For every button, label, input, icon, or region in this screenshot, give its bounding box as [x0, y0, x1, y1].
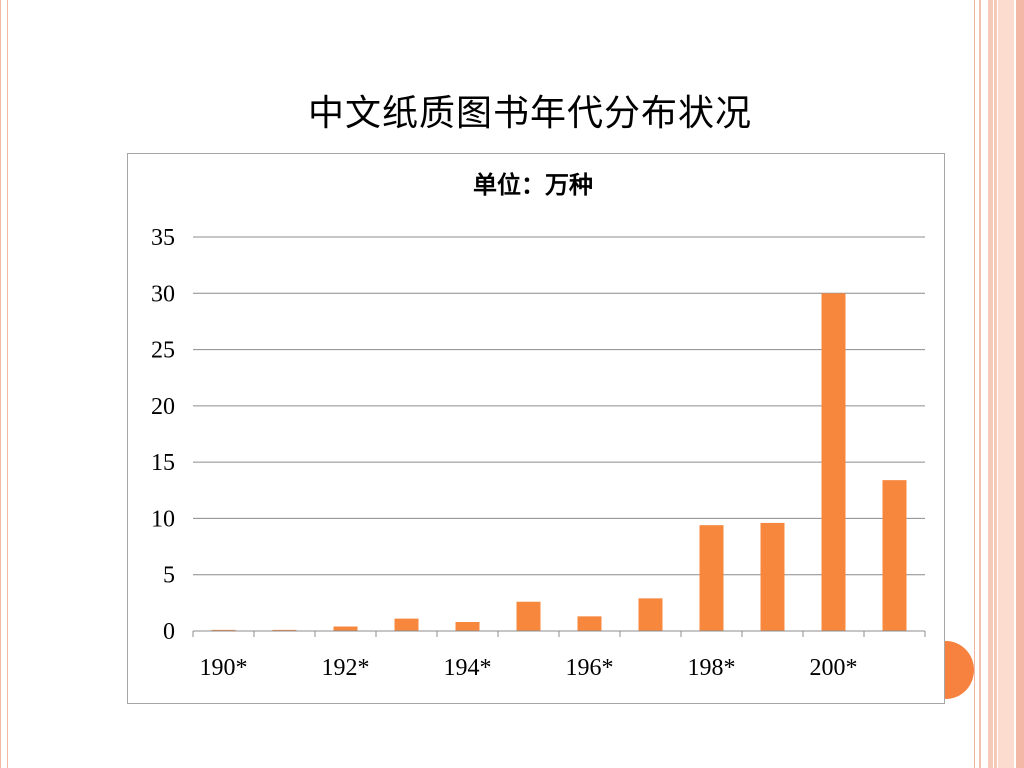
x-tick-label: 196* — [566, 655, 614, 681]
y-tick-label: 35 — [151, 225, 175, 251]
y-tick-label: 30 — [151, 281, 175, 307]
bar-190* — [211, 629, 236, 631]
bar-198* — [699, 525, 724, 631]
slide-title: 中文纸质图书年代分布状况 — [307, 93, 752, 134]
y-tick-label: 20 — [151, 394, 175, 420]
bar-199* — [760, 522, 785, 631]
y-tick-label: 10 — [151, 506, 175, 532]
x-tick-label: 192* — [322, 655, 370, 681]
bar-201* — [882, 480, 907, 631]
bar-192* — [333, 626, 358, 631]
bar-191* — [272, 629, 297, 631]
y-tick-label: 25 — [151, 338, 175, 364]
gridlines — [193, 236, 925, 576]
bars — [211, 293, 907, 631]
x-tick-label: 190* — [200, 655, 248, 681]
y-axis-ticks: 0 5 10 15 20 25 30 35 — [151, 225, 175, 645]
bar-194* — [455, 621, 480, 631]
bar-chart: 单位：万种 0 5 10 15 20 25 30 35 190* 192* 194* 196* 198… — [151, 171, 926, 681]
x-axis — [192, 630, 926, 637]
x-tick-label: 198* — [688, 655, 736, 681]
right-stripe-decoration — [974, 0, 1024, 768]
x-tick-label: 200* — [810, 655, 858, 681]
y-tick-label: 5 — [163, 563, 175, 589]
bar-200* — [821, 293, 846, 631]
bar-195* — [516, 601, 541, 631]
y-tick-label: 0 — [163, 619, 175, 645]
x-tick-label: 194* — [444, 655, 492, 681]
y-tick-label: 15 — [151, 450, 175, 476]
bar-193* — [394, 618, 419, 631]
left-border-decoration — [0, 0, 11, 768]
chart-unit-label: 单位：万种 — [473, 171, 593, 199]
bar-197* — [638, 598, 663, 631]
bar-196* — [577, 616, 602, 631]
x-axis-ticks: 190* 192* 194* 196* 198* 200* — [200, 655, 858, 681]
